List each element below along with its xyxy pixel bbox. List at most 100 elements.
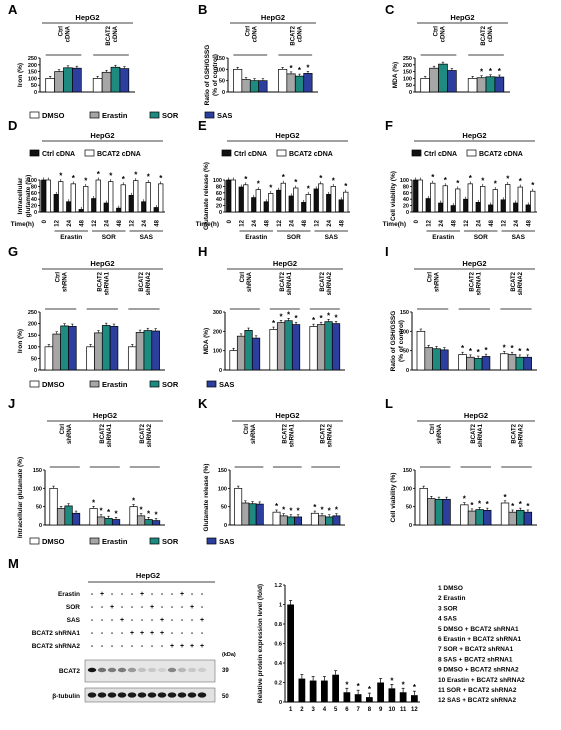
panel-h-group-label-line: BCAT2 xyxy=(280,271,286,291)
legend-treatments-bottom-label-3: SOR xyxy=(162,537,179,546)
panel-b-y-label-line: Ratio of GSH/GSSG xyxy=(204,45,211,106)
panel-m-row-label-2: SOR xyxy=(66,604,80,611)
panel-letter-h: H xyxy=(198,244,207,259)
panel-g-group-label-line: BCAT2 xyxy=(139,271,145,291)
legend-treatments-mid-swatch-4 xyxy=(206,380,217,388)
panel-j-significance-star: * xyxy=(132,496,136,505)
panel-h-y-tick-label: 100 xyxy=(213,349,222,355)
panel-g-y-tick-label: 250 xyxy=(28,310,37,316)
panel-k-group-label: BCAT2shRNA2 xyxy=(321,423,334,447)
panel-k-bar-dmso-2 xyxy=(272,511,281,526)
panel-h-significance-star: * xyxy=(312,316,316,325)
panel-m-x-tick-label: 7 xyxy=(356,707,360,713)
panel-k-bar-erastin-1 xyxy=(241,502,250,526)
panel-e-bar-bcat2-cdna-9 xyxy=(330,186,336,213)
panel-f-significance-star: * xyxy=(444,176,448,185)
panel-m-mark: - xyxy=(101,617,104,624)
panel-f-significance-star: * xyxy=(431,173,435,182)
panel-j-bar-dmso-2 xyxy=(89,508,98,526)
panel-m-mark: + xyxy=(180,643,184,650)
panel-d-drug-label: Erastin xyxy=(60,234,82,241)
panel-h-bar-erastin-3 xyxy=(316,324,326,371)
panel-j-significance-star: * xyxy=(107,508,111,517)
panel-j-bar-dmso-1 xyxy=(49,487,58,526)
panel-m-x-tick-label: 10 xyxy=(389,707,396,713)
panel-f-bar-bcat2-cdna-5 xyxy=(467,183,473,213)
panel-h-y-tick-label: 300 xyxy=(213,310,222,316)
panel-j-significance-star: * xyxy=(147,509,151,518)
panel-letter-j: J xyxy=(8,396,15,411)
panel-d-bar-bcat2-cdna-8 xyxy=(133,180,139,213)
panel-f-bar-ctrl-cdna-9 xyxy=(513,202,519,213)
panel-b-significance-star: * xyxy=(289,64,293,73)
panel-d-y-label: Intracellularglutamate (%) xyxy=(17,175,32,218)
panel-d-bar-bcat2-cdna-6 xyxy=(108,181,114,213)
panel-d-bar-bcat2-cdna-2 xyxy=(58,181,64,213)
panel-m-mark: - xyxy=(91,617,94,624)
panel-m-chart-y-tick-label: 0.4 xyxy=(274,661,283,667)
panel-i-group-label-line: shRNA2 xyxy=(518,271,524,295)
panel-e-bar-bcat2-cdna-3 xyxy=(255,189,261,213)
panel-m-mark: + xyxy=(140,630,144,637)
panel-letter-f: F xyxy=(385,118,393,133)
panel-e-bar-ctrl-cdna-6 xyxy=(288,195,294,213)
panel-m-mark: - xyxy=(191,591,194,598)
panel-i-significance-star: * xyxy=(461,344,465,353)
panel-a-bar-erastin-1 xyxy=(54,71,64,93)
panel-m-x-tick-label: 3 xyxy=(311,707,315,713)
panel-m-significance-star: * xyxy=(390,676,394,685)
panel-l-group-label: BCAT2shRNA1 xyxy=(471,423,484,447)
panel-f-time-label: 48 xyxy=(489,219,495,226)
panel-h-bar-dmso-1 xyxy=(229,350,238,371)
panel-m-tubulin-band xyxy=(157,692,167,698)
legend-treatments-bottom-swatch-3 xyxy=(149,537,160,545)
panel-d-bar-bcat2-cdna-5 xyxy=(95,179,101,213)
panel-l-bar-sas-3 xyxy=(523,511,533,526)
panel-k-bar-sas-1 xyxy=(255,503,264,526)
legend-treatments-mid-label-1: DMSO xyxy=(42,380,65,389)
panel-m-tubulin-band xyxy=(87,692,97,698)
panel-m-x-tick-label: 11 xyxy=(400,707,407,713)
panel-e-title: HepG2 xyxy=(275,131,299,140)
panel-h-bar-sas-3 xyxy=(331,323,341,371)
panel-m-mark: + xyxy=(200,643,204,650)
panel-f-bar-bcat2-cdna-3 xyxy=(442,185,448,213)
panel-l-group-label-line: shRNA1 xyxy=(478,423,484,447)
panel-e-time-axis-label: Time(h) xyxy=(196,221,219,228)
panel-l-group-label-line: BCAT2 xyxy=(471,423,477,443)
panel-m-significance-star: * xyxy=(357,682,361,691)
panel-f-time-label: 12 xyxy=(464,219,470,226)
panel-f-bar-bcat2-cdna-9 xyxy=(517,186,523,213)
panel-j-bar-sor-1 xyxy=(64,505,73,526)
panel-a-y-tick-label: 150 xyxy=(28,70,37,76)
panel-m-x-tick-label: 12 xyxy=(411,707,418,713)
panel-m-bar-1 xyxy=(287,604,294,702)
panel-m-mark: - xyxy=(201,604,204,611)
panel-d-significance-star: * xyxy=(59,172,63,181)
panel-a-bar-erastin-2 xyxy=(101,71,112,93)
panel-k-bar-sas-3 xyxy=(332,515,341,526)
panel-g-bar-sas-3 xyxy=(151,330,160,371)
panel-d-time-label: 12 xyxy=(92,219,98,226)
panel-g-group-label: BCAT2shRNA1 xyxy=(97,271,110,295)
panel-j-bar-sas-1 xyxy=(71,512,81,526)
panel-b-bar-dmso-2 xyxy=(278,68,288,93)
panel-e-y-tick-label: 0 xyxy=(219,210,222,216)
panel-j-significance-star: * xyxy=(92,498,96,507)
panel-i-significance-star: * xyxy=(503,343,507,352)
panel-h-bar-sor-1 xyxy=(244,330,253,371)
panel-i-significance-star: * xyxy=(477,348,481,357)
panel-f-time-label: 24 xyxy=(477,219,483,226)
panel-c-group-label-line: cDNA xyxy=(441,25,447,42)
panel-c-bar-dmso-2 xyxy=(467,78,478,93)
legend-treatments-bottom-swatch-4 xyxy=(206,537,217,545)
legend-treatments-mid-swatch-1 xyxy=(29,380,40,388)
panel-m-bcat2-band xyxy=(107,667,117,673)
panel-m-tubulin-band xyxy=(187,692,197,698)
panel-b-title: HepG2 xyxy=(261,13,285,22)
panel-l-significance-star: * xyxy=(486,500,490,509)
panel-m-bar-11 xyxy=(399,692,407,702)
panel-b-bar-sas-1 xyxy=(258,80,268,93)
panel-d-significance-star: * xyxy=(97,170,101,179)
panel-k-bar-dmso-3 xyxy=(310,512,319,526)
